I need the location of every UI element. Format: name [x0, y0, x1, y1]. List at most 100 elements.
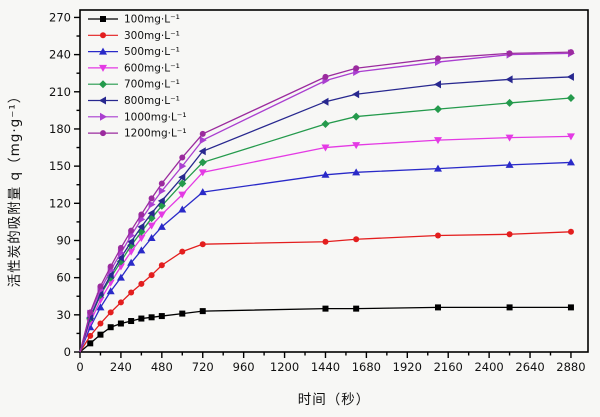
series-line-600 — [79, 135, 571, 353]
x-tick-label: 1440 — [311, 360, 340, 374]
data-point-marker — [148, 314, 155, 321]
data-point-marker — [117, 320, 124, 327]
data-point-marker — [179, 162, 187, 171]
data-point-marker — [138, 211, 145, 218]
data-point-marker — [505, 160, 514, 168]
legend-item-label: 100mg·L⁻¹ — [124, 14, 180, 26]
data-point-marker — [97, 320, 104, 327]
data-point-marker — [199, 308, 206, 315]
y-tick-label: 240 — [49, 48, 71, 62]
y-tick-label: 120 — [49, 196, 71, 210]
data-point-marker — [96, 303, 105, 311]
data-point-marker — [128, 227, 135, 234]
data-point-marker — [148, 200, 156, 209]
data-point-marker — [157, 222, 166, 230]
data-point-marker — [137, 222, 145, 231]
data-point-marker — [87, 340, 94, 347]
legend-item-label: 300mg·L⁻¹ — [124, 30, 180, 42]
data-point-marker — [353, 65, 360, 72]
data-point-marker — [198, 158, 207, 167]
data-point-marker — [352, 142, 361, 150]
data-point-marker — [199, 130, 206, 137]
series-line-700 — [79, 97, 572, 353]
data-point-marker — [107, 309, 114, 316]
data-point-marker — [106, 287, 115, 295]
data-point-marker — [128, 318, 135, 325]
data-point-marker — [128, 289, 135, 296]
x-tick-label: 960 — [233, 360, 255, 374]
data-point-marker — [99, 80, 107, 89]
data-point-marker — [433, 105, 442, 114]
y-tick-label: 180 — [49, 122, 71, 136]
series-line-300 — [79, 231, 571, 353]
legend-item-label: 800mg·L⁻¹ — [124, 95, 180, 107]
data-point-marker — [99, 47, 107, 55]
data-point-marker — [178, 205, 187, 213]
data-point-marker — [100, 112, 107, 121]
data-point-marker — [199, 136, 207, 145]
legend-item-label: 1000mg·L⁻¹ — [124, 111, 187, 123]
data-point-marker — [137, 235, 146, 242]
y-axis-label: 活性炭的吸附量 q（mg·g⁻¹） — [7, 88, 23, 288]
y-tick-label: 150 — [49, 159, 71, 173]
data-point-marker — [179, 154, 186, 161]
data-point-marker — [505, 75, 513, 84]
data-point-marker — [198, 169, 207, 177]
data-point-marker — [352, 112, 361, 121]
series-line-100 — [79, 306, 571, 353]
legend-item-label: 600mg·L⁻¹ — [124, 62, 180, 74]
data-point-marker — [106, 271, 114, 280]
y-tick-label: 60 — [56, 271, 71, 285]
data-point-marker — [199, 241, 206, 248]
series-line-1000 — [79, 52, 571, 353]
data-point-marker — [116, 253, 124, 262]
plot-frame — [79, 9, 589, 353]
data-point-marker — [433, 137, 442, 145]
x-tick-label: 720 — [192, 360, 214, 374]
data-point-marker — [157, 196, 165, 205]
data-point-marker — [433, 164, 442, 172]
data-point-marker — [127, 258, 136, 266]
legend-item-label: 700mg·L⁻¹ — [124, 79, 180, 91]
data-point-marker — [506, 50, 513, 57]
x-tick-label: 240 — [110, 360, 132, 374]
x-axis-label: 时间（秒） — [297, 392, 371, 408]
x-tick-label: 1680 — [352, 360, 381, 374]
data-point-marker — [127, 237, 135, 246]
data-point-marker — [97, 283, 104, 290]
data-point-marker — [352, 90, 360, 99]
data-point-marker — [117, 299, 124, 306]
y-tick-label: 90 — [56, 233, 71, 247]
x-tick-label: 480 — [151, 360, 173, 374]
y-tick-label: 270 — [49, 10, 71, 24]
data-point-marker — [158, 186, 166, 195]
data-point-marker — [158, 313, 165, 320]
y-tick-label: 210 — [49, 85, 71, 99]
data-point-marker — [147, 209, 155, 218]
data-point-marker — [321, 170, 330, 178]
data-point-marker — [138, 280, 145, 287]
data-point-marker — [100, 16, 106, 22]
data-point-marker — [198, 188, 207, 196]
data-point-marker — [434, 304, 441, 311]
data-point-marker — [321, 97, 329, 106]
data-point-marker — [567, 304, 574, 311]
data-point-marker — [107, 324, 114, 331]
x-tick-label: 2640 — [515, 360, 544, 374]
data-point-marker — [96, 289, 104, 298]
data-point-marker — [567, 49, 574, 56]
data-point-marker — [321, 144, 330, 152]
y-tick-label: 0 — [64, 345, 71, 359]
data-point-marker — [567, 228, 574, 235]
data-point-marker — [179, 310, 186, 317]
series-line-800 — [79, 76, 571, 353]
x-tick-label: 1200 — [270, 360, 299, 374]
x-tick-label: 2400 — [474, 360, 503, 374]
x-tick-label: 0 — [76, 360, 83, 374]
data-point-marker — [158, 180, 165, 187]
data-point-marker — [566, 133, 575, 141]
data-point-marker — [353, 236, 360, 243]
data-point-marker — [148, 272, 155, 279]
